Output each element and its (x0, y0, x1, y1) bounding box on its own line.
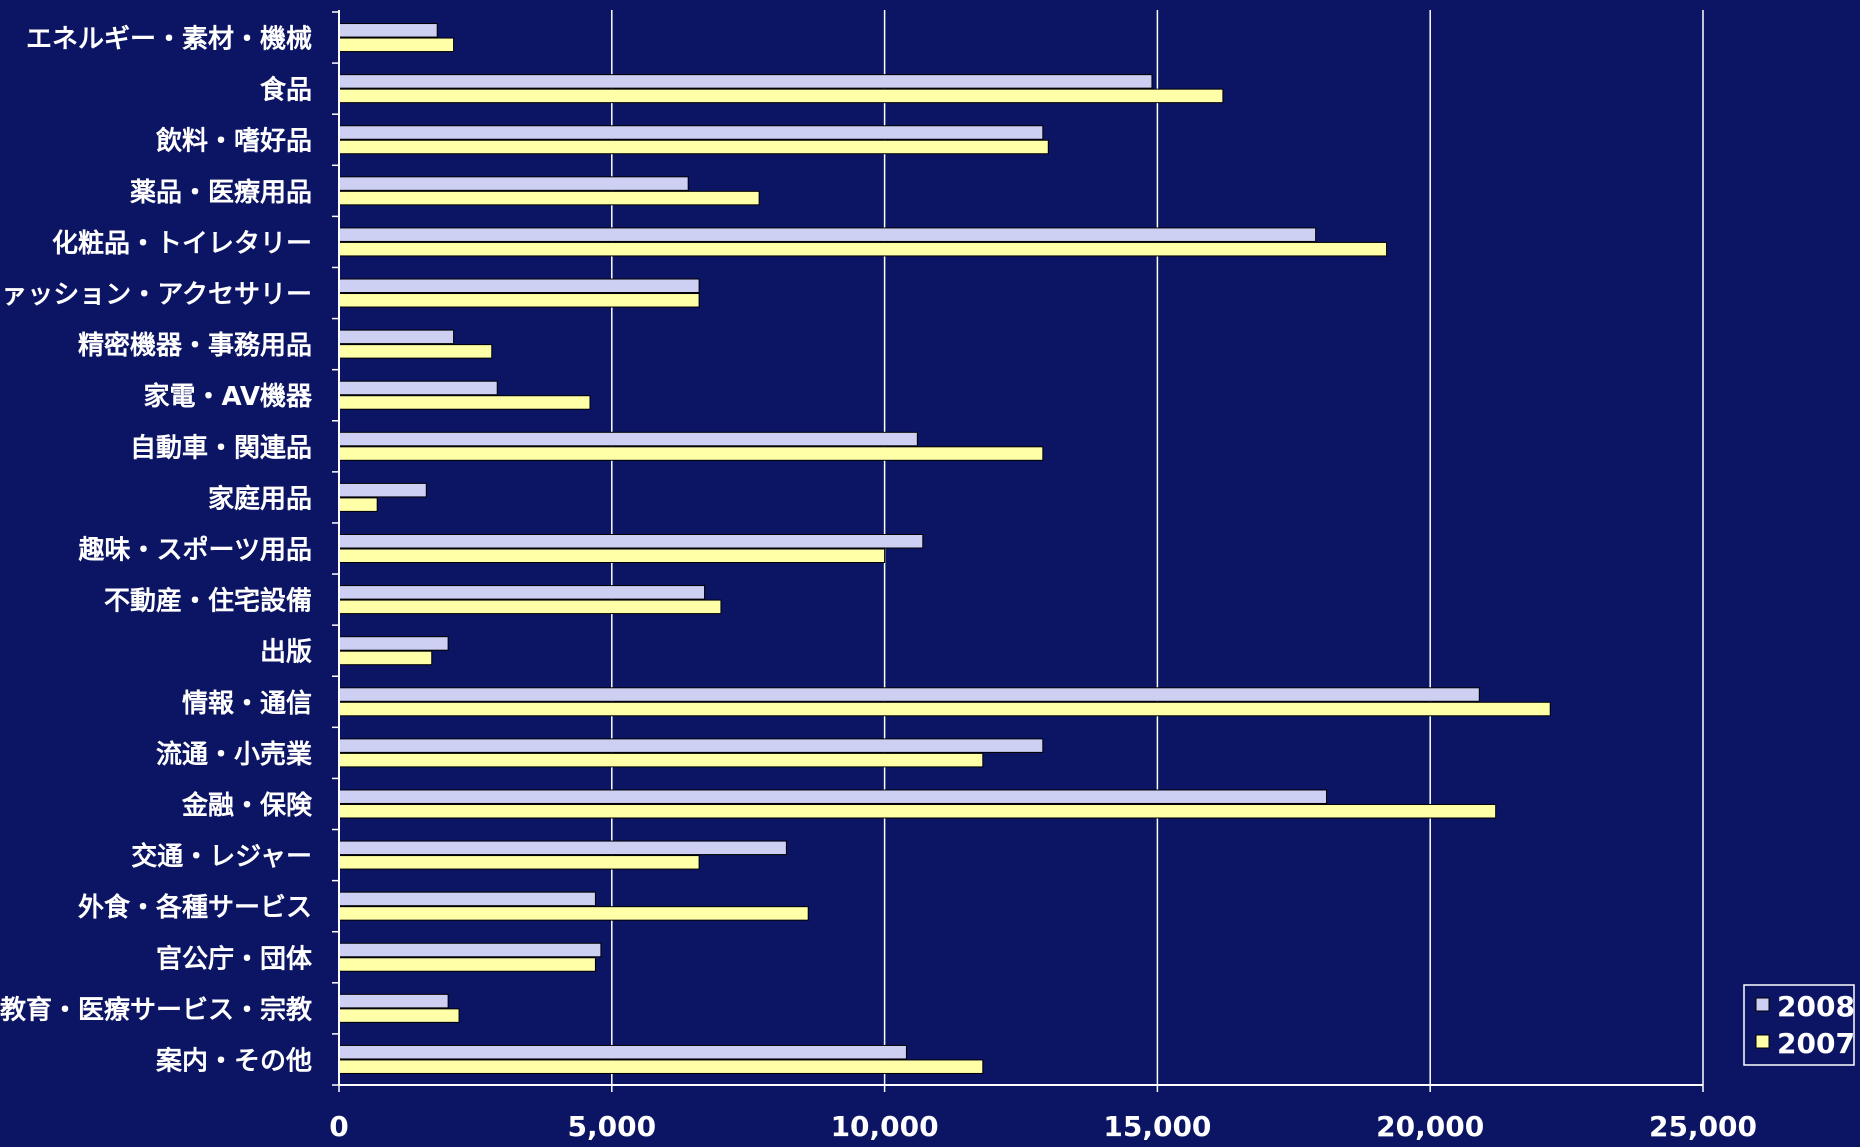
bar-2008 (338, 687, 1480, 702)
bar-2007 (338, 241, 1388, 257)
legend-swatch-2008 (1755, 997, 1770, 1012)
bar-2008 (338, 891, 596, 907)
bar-2007 (338, 497, 378, 512)
bar-2007 (338, 650, 433, 666)
bar-2008 (338, 278, 700, 294)
category-label: 金融・保険 (181, 790, 313, 821)
bar-2007 (338, 139, 1049, 155)
category-label: 交通・レジャー (131, 841, 312, 872)
bar-2008 (338, 789, 1328, 804)
category-label: 流通・小売業 (156, 740, 312, 770)
bar-2007 (338, 293, 700, 308)
category-label: 飲料・嗜好品 (155, 126, 312, 157)
bar-2008 (338, 125, 1044, 140)
category-label: 教育・医療サービス・宗教 (0, 994, 312, 1025)
bar-2007 (338, 752, 984, 768)
bar-2007 (338, 446, 1044, 461)
bar-2008 (338, 636, 449, 651)
x-tick-label: 10,000 (831, 1110, 939, 1143)
bar-2007 (338, 855, 700, 870)
bar-2007 (338, 88, 1224, 104)
category-label: 官公庁・団体 (156, 943, 313, 974)
category-label: 自動車・関連品 (130, 432, 312, 463)
bar-2008 (338, 993, 449, 1009)
bar-2008 (338, 738, 1044, 753)
bar-2008 (338, 380, 498, 396)
bar-2008 (338, 840, 787, 856)
legend-label-2007: 2007 (1777, 1027, 1855, 1060)
bar-2007 (338, 803, 1497, 819)
category-label: 家電・AV機器 (144, 381, 313, 412)
category-label: 不動産・住宅設備 (104, 586, 312, 617)
grid-lines (611, 10, 1704, 1085)
bar-2007 (338, 1059, 984, 1074)
bar-2007 (338, 190, 760, 206)
legend: 2008 2007 (1743, 984, 1855, 1066)
bar-2008 (338, 227, 1317, 242)
legend-box (1743, 984, 1855, 1066)
bar-2008 (338, 23, 438, 38)
legend-label-2008: 2008 (1777, 990, 1855, 1023)
bar-2008 (338, 482, 427, 498)
x-tick-label: 5,000 (568, 1110, 657, 1143)
category-label: 家庭用品 (208, 483, 312, 514)
x-tick-label: 25,000 (1649, 1110, 1757, 1143)
bar-2007 (338, 344, 493, 359)
bars (338, 23, 1551, 1074)
bar-2007 (338, 701, 1551, 717)
bar-2008 (338, 176, 689, 191)
bar-2007 (338, 395, 591, 410)
x-tick-label: 0 (329, 1110, 348, 1143)
x-tick-label: 15,000 (1103, 1110, 1211, 1143)
category-label: ファッション・アクセサリー (0, 280, 312, 310)
legend-swatch-2007 (1755, 1034, 1770, 1049)
category-label: 薬品・医療用品 (130, 178, 312, 208)
category-label: 案内・その他 (155, 1045, 312, 1076)
bar-2008 (338, 431, 918, 447)
category-label: 外食・各種サービス (78, 892, 312, 923)
category-label: 情報・通信 (182, 689, 312, 719)
bar-2007 (338, 906, 809, 921)
category-label: 食品 (260, 75, 312, 106)
x-tick-label: 20,000 (1376, 1110, 1484, 1143)
category-label: 精密機器・事務用品 (78, 330, 312, 361)
bar-2008 (338, 1044, 907, 1060)
bar-2008 (338, 329, 455, 345)
axes (332, 10, 1704, 1092)
bar-2008 (338, 534, 924, 549)
bar-2007 (338, 1008, 460, 1023)
bar-2007 (338, 37, 455, 53)
category-label: 出版 (260, 638, 312, 668)
bar-2007 (338, 548, 886, 563)
bar-2007 (338, 957, 596, 972)
bar-2008 (338, 74, 1153, 89)
category-label: 化粧品・トイレタリー (52, 228, 312, 259)
category-label: 趣味・スポーツ用品 (78, 535, 312, 566)
x-tick-labels: 0 5,000 10,000 15,000 20,000 25,000 (329, 1110, 1757, 1143)
bar-2008 (338, 585, 706, 600)
bar-2007 (338, 599, 722, 615)
category-labels: エネルギー・素材・機械食品飲料・嗜好品薬品・医療用品化粧品・トイレタリーファッシ… (0, 25, 313, 1077)
bar-2008 (338, 942, 602, 958)
category-label: エネルギー・素材・機械 (26, 25, 312, 55)
